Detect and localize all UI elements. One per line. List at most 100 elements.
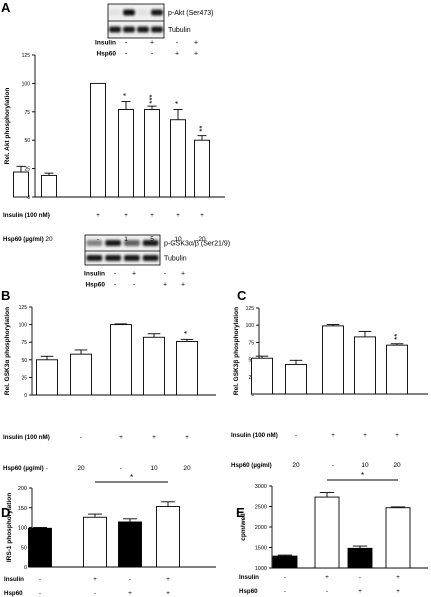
blot-band	[105, 240, 121, 246]
western-blot: p-Akt (Ser473) Tubulin Insulin - + - + Hsp60 - - +…	[95, 3, 214, 58]
blot-top-label: p-Akt (Ser473)	[168, 10, 214, 17]
blot-bottom-label: Tubulin	[164, 256, 187, 263]
blot-band	[151, 9, 163, 16]
y-tick-label: 50	[21, 358, 27, 364]
y-tick-label: 0	[251, 392, 254, 398]
panel-letter: D	[1, 505, 10, 520]
western-blots: p-Akt (Ser473) Tubulin Insulin - + - + Hsp60 - - +…	[84, 3, 230, 289]
treatment-sign: -	[261, 432, 263, 439]
treatment-sign: 20	[198, 236, 206, 243]
treatment-sign: +	[96, 212, 100, 219]
treatment-sign: +	[200, 212, 204, 219]
bar	[83, 516, 107, 568]
y-tick-label: 200	[18, 486, 27, 492]
y-tick-label: 2000	[255, 525, 267, 531]
treatment-sign: -	[129, 576, 131, 583]
treatment-sign: -	[120, 465, 122, 472]
bar	[386, 344, 408, 395]
bar	[272, 555, 298, 569]
treatment-sign: -	[94, 590, 96, 597]
blot-row-label: Insulin	[95, 40, 116, 47]
western-blot: p-GSK3α/β (Ser21/9) Tubulin Insulin - + - + Hsp…	[84, 234, 230, 289]
panel-letter: C	[237, 288, 247, 303]
treatment-sign: -	[46, 465, 48, 472]
treatment-sign: -	[261, 462, 263, 469]
y-tick-label: 0	[24, 393, 27, 399]
treatment-sign: -	[48, 212, 50, 219]
treatment-row-label: Hsp60	[4, 590, 23, 597]
blot-row-sign: -	[151, 51, 154, 58]
treatment-sign: +	[150, 212, 154, 219]
y-axis-label: Rel. GSK3α phosphorylation	[4, 307, 11, 395]
treatment-sign: 1	[124, 236, 128, 243]
bar	[90, 82, 106, 198]
y-axis-label: Rel. GSK3β phosphorylation	[233, 307, 240, 395]
treatment-sign: -	[20, 212, 22, 219]
bar	[41, 174, 57, 198]
bar	[118, 521, 142, 568]
significance-mark: *	[183, 331, 192, 334]
bar	[110, 324, 132, 396]
treatment-sign: +	[176, 212, 180, 219]
treatment-sign: +	[396, 588, 400, 595]
y-tick-label: 75	[21, 340, 27, 346]
treatment-sign: +	[119, 434, 123, 441]
blot-row-sign: +	[163, 282, 167, 289]
y-tick-label: 100	[22, 81, 31, 87]
treatment-sign: +	[185, 434, 189, 441]
significance-mark: *	[174, 101, 183, 104]
blot-row-label: Hsp60	[96, 51, 116, 58]
blot-band	[137, 26, 149, 33]
bar	[385, 507, 411, 569]
y-tick-label: 1000	[255, 566, 267, 572]
treatment-sign: -	[332, 462, 334, 469]
bar	[144, 109, 160, 198]
treatment-sign: 10	[174, 236, 182, 243]
treatment-sign: +	[152, 434, 156, 441]
blot-row-sign: -	[125, 40, 128, 47]
y-tick-label: 25	[21, 375, 27, 381]
treatment-sign: +	[358, 588, 362, 595]
y-tick-label: 3000	[255, 484, 267, 490]
treatment-sign: -	[359, 574, 361, 581]
bar	[251, 357, 273, 395]
significance-mark: **	[393, 334, 402, 340]
treatment-sign: 10	[150, 465, 158, 472]
treatment-sign: 20	[77, 465, 85, 472]
y-axis-label: IRS-1 phosphorylation	[6, 493, 13, 562]
bar	[36, 359, 58, 396]
y-tick-label: 50	[21, 545, 27, 551]
treatment-sign: +	[166, 590, 170, 597]
panel-letter: E	[236, 505, 245, 520]
y-tick-label: 150	[18, 506, 27, 512]
blot-row-sign: -	[114, 282, 117, 289]
bar	[314, 496, 340, 569]
blot-row-sign: +	[150, 40, 154, 47]
panel-letter: B	[1, 288, 10, 303]
bar	[28, 527, 52, 568]
y-tick-label: 50	[24, 138, 30, 144]
treatment-row-label: Hsp60	[239, 588, 258, 595]
blot-row-label: Hsp60	[85, 282, 105, 289]
y-tick-label: 125	[246, 306, 255, 312]
treatment-sign: -	[80, 434, 82, 441]
bar	[322, 325, 344, 395]
y-tick-label: 1500	[255, 546, 267, 552]
blot-top-label: p-GSK3α/β (Ser21/9)	[164, 241, 230, 248]
blot-bottom-label: Tubulin	[168, 27, 191, 34]
treatment-row-label: Insulin (100 nM)	[231, 432, 278, 439]
y-tick-label: 75	[248, 340, 254, 346]
blot-band	[86, 240, 103, 246]
blot-band	[109, 9, 121, 16]
chart-e: 1000 1500 2000 2500 3000 cpm/well * Insulin - + - +…	[239, 471, 428, 595]
treatment-sign: +	[395, 432, 399, 439]
bar	[118, 109, 134, 198]
treatment-sign: +	[128, 590, 132, 597]
treatment-sign: +	[396, 574, 400, 581]
significance-mark: **	[198, 126, 207, 132]
bar	[143, 336, 165, 396]
blot-row-sign: -	[176, 40, 179, 47]
